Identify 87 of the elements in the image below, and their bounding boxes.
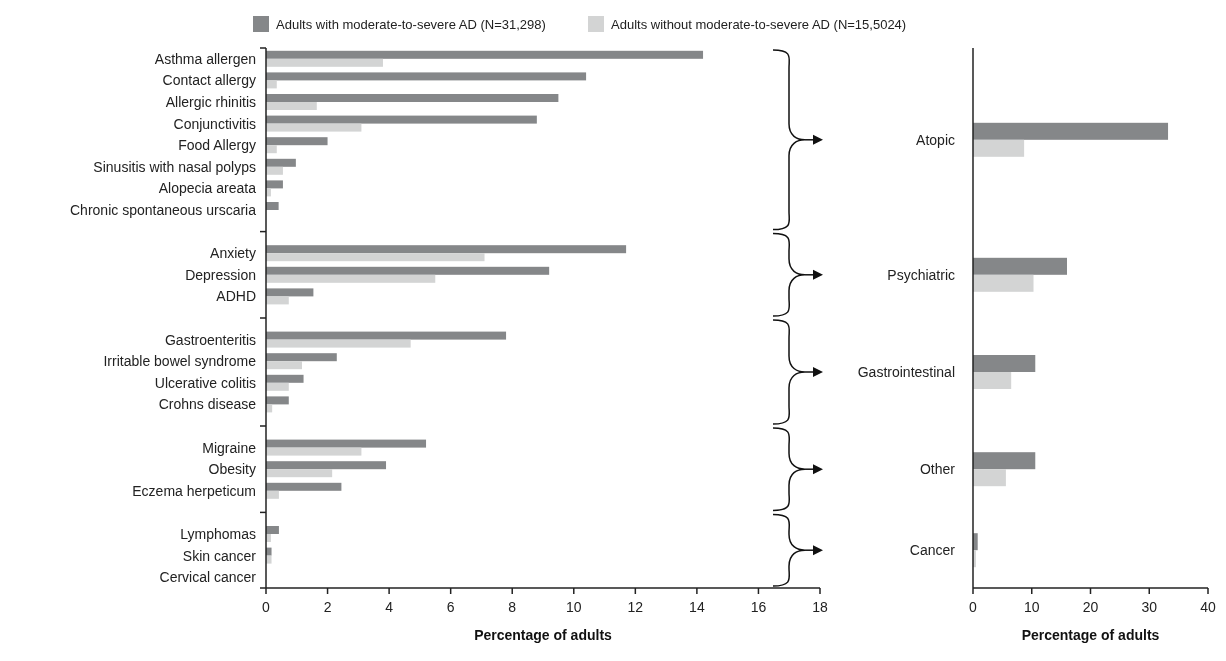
bar — [973, 274, 1034, 292]
y-tick-label: Chronic spontaneous urscaria — [70, 201, 257, 218]
y-tick-label: Psychiatric — [887, 266, 955, 283]
x-tick-label: 10 — [1023, 599, 1040, 615]
bar — [266, 274, 436, 283]
bar — [266, 115, 537, 124]
bar — [973, 257, 1067, 275]
y-tick-label: Allergic rhinitis — [165, 93, 256, 110]
bar — [266, 158, 296, 167]
y-tick-label: Anxiety — [210, 245, 256, 262]
bar — [266, 382, 289, 391]
y-tick-label: Food Allergy — [178, 137, 256, 154]
legend-label: Adults with moderate-to-severe AD (N=31,298) — [276, 17, 546, 32]
bar — [266, 245, 627, 254]
y-tick-label: Ulcerative colitis — [154, 374, 256, 391]
bar — [266, 72, 587, 81]
bar — [266, 461, 387, 470]
bar — [266, 137, 328, 146]
bar — [266, 102, 317, 110]
bar — [266, 180, 283, 189]
y-tick-label: ADHD — [216, 288, 256, 305]
x-axis-title: Percentage of adults — [1021, 627, 1160, 643]
y-tick-label: Depression — [185, 266, 256, 283]
x-tick-label: 4 — [385, 599, 394, 615]
y-tick-label: Contact allergy — [162, 72, 256, 89]
bar — [266, 353, 337, 362]
x-tick-label: 8 — [508, 599, 517, 615]
x-tick-label: 18 — [812, 599, 828, 615]
bar — [266, 288, 314, 297]
bar — [266, 555, 272, 564]
bar — [266, 447, 362, 456]
x-tick-label: 16 — [750, 599, 767, 615]
bar — [266, 94, 559, 102]
y-tick-label: Other — [919, 461, 956, 478]
y-tick-label: Obesity — [208, 461, 256, 478]
x-tick-label: 0 — [969, 599, 978, 615]
bar — [973, 355, 1036, 372]
y-tick-label: Crohns disease — [158, 396, 257, 413]
x-axis-title: Percentage of adults — [474, 627, 613, 643]
bar — [266, 526, 279, 534]
y-tick-label: Conjunctivitis — [173, 115, 256, 132]
y-tick-label: Migraine — [202, 439, 257, 456]
y-tick-label: Asthma allergen — [154, 50, 256, 67]
bar — [266, 374, 304, 383]
y-tick-label: Eczema herpeticum — [132, 482, 256, 499]
y-tick-label: Gastrointestinal — [857, 363, 955, 380]
bar — [266, 145, 277, 154]
y-tick-label: Cervical cancer — [159, 569, 257, 586]
legend-label: Adults without moderate-to-severe AD (N=15,5024) — [611, 17, 907, 32]
x-tick-label: 12 — [627, 599, 644, 615]
bar — [266, 296, 289, 305]
bar — [266, 361, 303, 370]
y-tick-label: Gastroenteritis — [164, 331, 256, 348]
bar — [266, 482, 342, 491]
bar — [266, 266, 550, 275]
y-tick-label: Skin cancer — [182, 547, 257, 564]
x-tick-label: 6 — [446, 599, 455, 615]
x-tick-label: 14 — [689, 599, 705, 615]
y-tick-label: Atopic — [916, 131, 955, 148]
bar — [266, 253, 485, 262]
bar — [266, 166, 283, 175]
bar — [266, 58, 383, 67]
x-tick-label: 0 — [262, 599, 271, 615]
x-tick-label: 40 — [1200, 599, 1216, 615]
bar — [973, 372, 1012, 389]
y-tick-label: Lymphomas — [180, 525, 256, 542]
bar — [266, 469, 333, 478]
x-tick-label: 2 — [323, 599, 332, 615]
bar — [973, 452, 1036, 470]
bar — [266, 439, 427, 448]
x-tick-label: 30 — [1141, 599, 1158, 615]
bar — [266, 202, 279, 210]
x-tick-label: 20 — [1082, 599, 1099, 615]
y-tick-label: Alopecia areata — [158, 180, 257, 197]
bar — [266, 331, 507, 340]
bar — [266, 490, 279, 499]
bar — [266, 80, 277, 89]
y-tick-label: Sinusitis with nasal polyps — [93, 158, 256, 175]
y-tick-label: Cancer — [909, 542, 956, 559]
bar — [266, 339, 411, 348]
bar — [266, 396, 289, 405]
bar — [266, 50, 704, 59]
bar — [973, 469, 1006, 487]
bar — [266, 123, 362, 132]
y-tick-label: Irritable bowel syndrome — [103, 353, 257, 370]
x-tick-label: 10 — [565, 599, 582, 615]
bar — [266, 547, 272, 556]
